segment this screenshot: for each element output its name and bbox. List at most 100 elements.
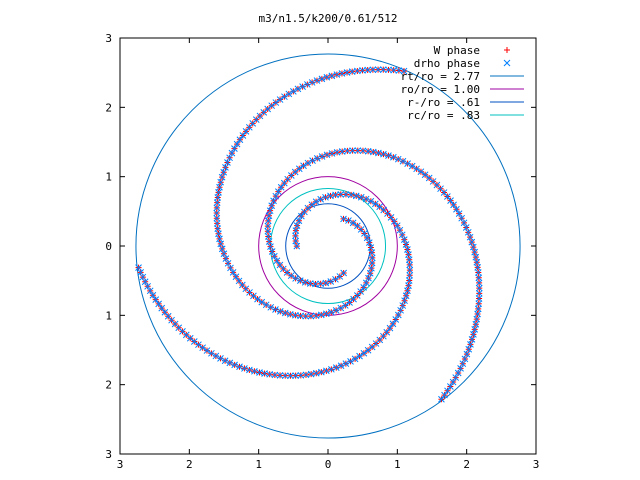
drho-phase-point [475, 289, 483, 297]
drho-phase-point [268, 102, 276, 110]
drho-phase-point [394, 311, 402, 319]
drho-phase-point [213, 214, 221, 222]
drho-phase-point [213, 220, 221, 227]
drho-phase-point [444, 193, 451, 200]
drho-phase-point [466, 233, 474, 241]
drho-phase-point [387, 214, 395, 221]
drho-phase-point [229, 269, 237, 276]
drho-phase-point [264, 105, 272, 113]
drho-phase-point [367, 197, 375, 205]
drho-phase-point [450, 201, 457, 209]
drho-phase-point [459, 360, 467, 368]
drho-phase-point [385, 66, 392, 74]
drho-phase-point [471, 248, 479, 256]
drho-phase-point [360, 283, 368, 291]
drho-phase-point [276, 372, 284, 379]
drho-phase-point [256, 369, 263, 376]
drho-phase-point [137, 269, 144, 276]
y-tick-label: 2 [105, 101, 112, 114]
circle-rt [135, 53, 521, 439]
drho-phase-point [158, 304, 166, 312]
drho-phase-point [286, 310, 294, 318]
drho-phase-point [337, 304, 345, 312]
drho-phase-point [265, 212, 273, 220]
drho-phase-point [254, 295, 261, 303]
drho-phase-point [475, 284, 483, 292]
drho-phase-point [374, 66, 382, 73]
drho-phase-point [397, 306, 404, 314]
drho-phase-point [470, 331, 477, 338]
drho-phase-point [216, 183, 223, 191]
drho-phase-point [361, 230, 368, 237]
drho-phase-point [337, 362, 345, 370]
drho-phase-point [332, 275, 339, 283]
drho-phase-point [369, 148, 377, 156]
drho-phase-point [406, 266, 414, 274]
drho-phase-point [144, 282, 151, 290]
drho-phase-point [413, 165, 420, 173]
drho-phase-point [295, 217, 303, 225]
drho-phase-point [312, 369, 320, 377]
drho-phase-point [208, 349, 215, 357]
drho-phase-point [190, 338, 198, 345]
y-tick-label: 3 [105, 448, 112, 461]
drho-phase-point [469, 243, 477, 251]
drho-phase-point [458, 214, 466, 222]
drho-phase-point [327, 192, 334, 200]
drho-phase-point [385, 152, 392, 159]
drho-phase-point [375, 149, 382, 157]
drho-phase-point [390, 66, 398, 74]
drho-phase-point [213, 204, 221, 212]
drho-phase-point [317, 195, 325, 203]
drho-phase-point [332, 191, 339, 199]
drho-phase-point [272, 306, 279, 313]
drho-phase-point [292, 237, 300, 245]
drho-phase-point [399, 302, 407, 309]
drho-phase-point [360, 349, 368, 357]
drho-phase-point [475, 274, 483, 282]
drho-phase-point [336, 273, 344, 280]
drho-phase-point [379, 66, 387, 74]
drho-phase-point [224, 159, 231, 166]
drho-phase-point [404, 160, 411, 167]
drho-phase-point [376, 203, 383, 211]
drho-phase-point [392, 316, 400, 323]
drho-phase-point [299, 83, 306, 90]
drho-phase-point [461, 355, 469, 363]
drho-phase-point [277, 183, 285, 191]
drho-phase-point [352, 192, 360, 200]
drho-phase-point [236, 136, 244, 144]
drho-phase-point [471, 326, 479, 333]
circle-rc [269, 187, 387, 305]
drho-phase-point [368, 254, 376, 262]
drho-phase-point [274, 188, 282, 195]
drho-phase-point [213, 209, 221, 217]
drho-phase-point [292, 372, 299, 379]
drho-phase-point [164, 312, 172, 320]
drho-phase-point [203, 347, 211, 354]
drho-phase-point [405, 282, 412, 289]
drho-phase-point [281, 93, 288, 101]
legend-label: rc/ro = .83 [407, 109, 480, 122]
drho-phase-point [417, 168, 425, 176]
drho-phase-point [475, 279, 483, 287]
drho-phase-point [231, 361, 238, 369]
drho-phase-point [293, 222, 301, 229]
drho-phase-point [408, 162, 416, 170]
drho-phase-point [146, 287, 154, 295]
drho-phase-point [287, 272, 295, 280]
drho-phase-point [332, 306, 340, 314]
drho-phase-point [364, 346, 372, 354]
drho-phase-point [273, 257, 281, 265]
drho-phase-point [366, 269, 374, 277]
drho-phase-point [446, 383, 454, 390]
drho-phase-point [338, 70, 346, 77]
drho-phase-point [292, 275, 299, 282]
legend-marker [504, 47, 510, 53]
drho-phase-point [232, 273, 240, 281]
drho-phase-point [421, 171, 429, 179]
drho-phase-point [369, 66, 377, 74]
drho-phase-point [368, 264, 375, 272]
